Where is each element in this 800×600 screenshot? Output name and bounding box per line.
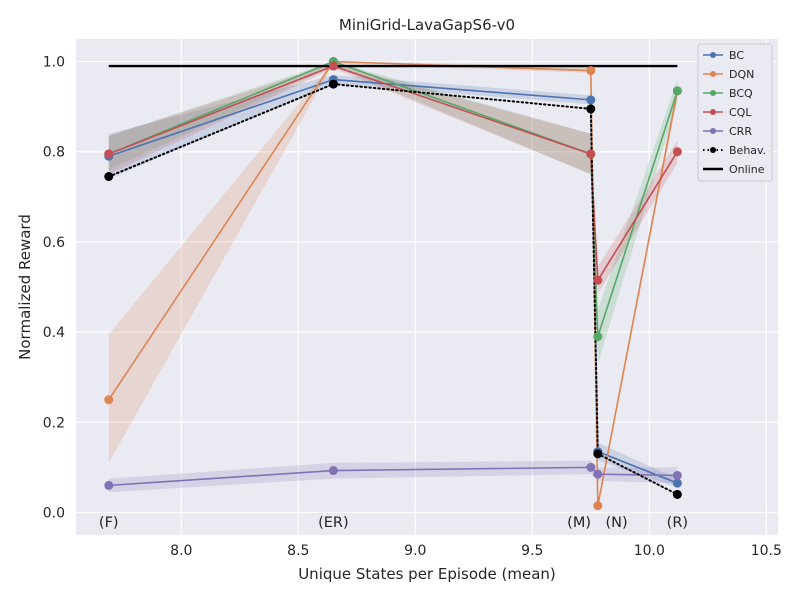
x-axis-title: Unique States per Episode (mean): [298, 565, 556, 583]
x-tick-label: 8.5: [287, 543, 309, 559]
x-tick-label: 10.5: [751, 543, 782, 559]
y-tick-label: 0.4: [43, 325, 65, 341]
dataset-label: (F): [99, 515, 119, 531]
point-bc: [586, 95, 596, 105]
legend-box: [697, 43, 773, 182]
band-cql: [108, 63, 678, 294]
y-axis-title: Normalized Reward: [16, 214, 34, 360]
y-tick-label: 0.6: [43, 235, 65, 251]
y-tick-label: 0.2: [43, 415, 65, 431]
legend-marker-cql: [710, 109, 716, 115]
grid: [76, 39, 778, 535]
legend-label-crr: CRR: [729, 125, 752, 138]
dataset-label: (R): [667, 515, 688, 531]
legend-marker-bcq: [710, 90, 716, 96]
y-tick-label: 0.0: [43, 505, 65, 521]
point-behav: [586, 104, 596, 114]
point-cql: [593, 275, 603, 285]
x-tick-label: 9.5: [521, 543, 543, 559]
legend: BC DQN BCQ CQL CRR Behav. Online: [697, 43, 773, 182]
legend-label-dqn: DQN: [729, 68, 754, 81]
band-dqn: [108, 61, 678, 508]
point-dqn: [593, 501, 603, 511]
point-crr: [672, 470, 682, 480]
x-tick-label: 10.0: [634, 543, 665, 559]
dataset-label: (ER): [318, 515, 349, 531]
series-markers: [104, 57, 682, 511]
point-crr: [328, 466, 338, 476]
point-bc: [672, 478, 682, 488]
point-bcq: [672, 86, 682, 96]
point-behav: [328, 79, 338, 89]
dataset-label: (M): [567, 515, 591, 531]
point-cql: [672, 147, 682, 157]
point-crr: [593, 469, 603, 479]
band-bcq: [108, 61, 678, 364]
dataset-labels: (F) (ER) (M) (N) (R): [99, 515, 688, 531]
point-crr: [586, 462, 596, 472]
legend-marker-bc: [710, 52, 716, 58]
legend-label-behav: Behav.: [729, 144, 766, 157]
tick-labels: 8.0 8.5 9.0 9.5 10.0 10.5 0.0 0.2 0.4 0.6 0.8 1.0: [43, 55, 782, 559]
legend-marker-dqn: [710, 71, 716, 77]
legend-label-online: Online: [729, 163, 765, 176]
y-tick-label: 1.0: [43, 55, 65, 71]
legend-marker-behav: [710, 147, 716, 153]
point-behav: [104, 172, 114, 182]
x-tick-label: 9.0: [404, 543, 426, 559]
chart-title: MiniGrid-LavaGapS6-v0: [339, 16, 515, 34]
legend-label-bcq: BCQ: [729, 87, 753, 100]
point-dqn: [104, 395, 114, 405]
x-tick-label: 8.0: [170, 543, 192, 559]
point-dqn: [586, 66, 596, 76]
legend-label-bc: BC: [729, 49, 744, 62]
point-cql: [328, 61, 338, 71]
legend-label-cql: CQL: [729, 106, 752, 119]
legend-marker-crr: [710, 128, 716, 134]
point-behav: [672, 489, 682, 499]
point-bcq: [593, 332, 603, 342]
point-cql: [586, 149, 596, 159]
point-crr: [104, 480, 114, 490]
point-cql: [104, 149, 114, 159]
dataset-label: (N): [605, 515, 627, 531]
y-tick-label: 0.8: [43, 145, 65, 161]
point-behav: [593, 449, 603, 459]
